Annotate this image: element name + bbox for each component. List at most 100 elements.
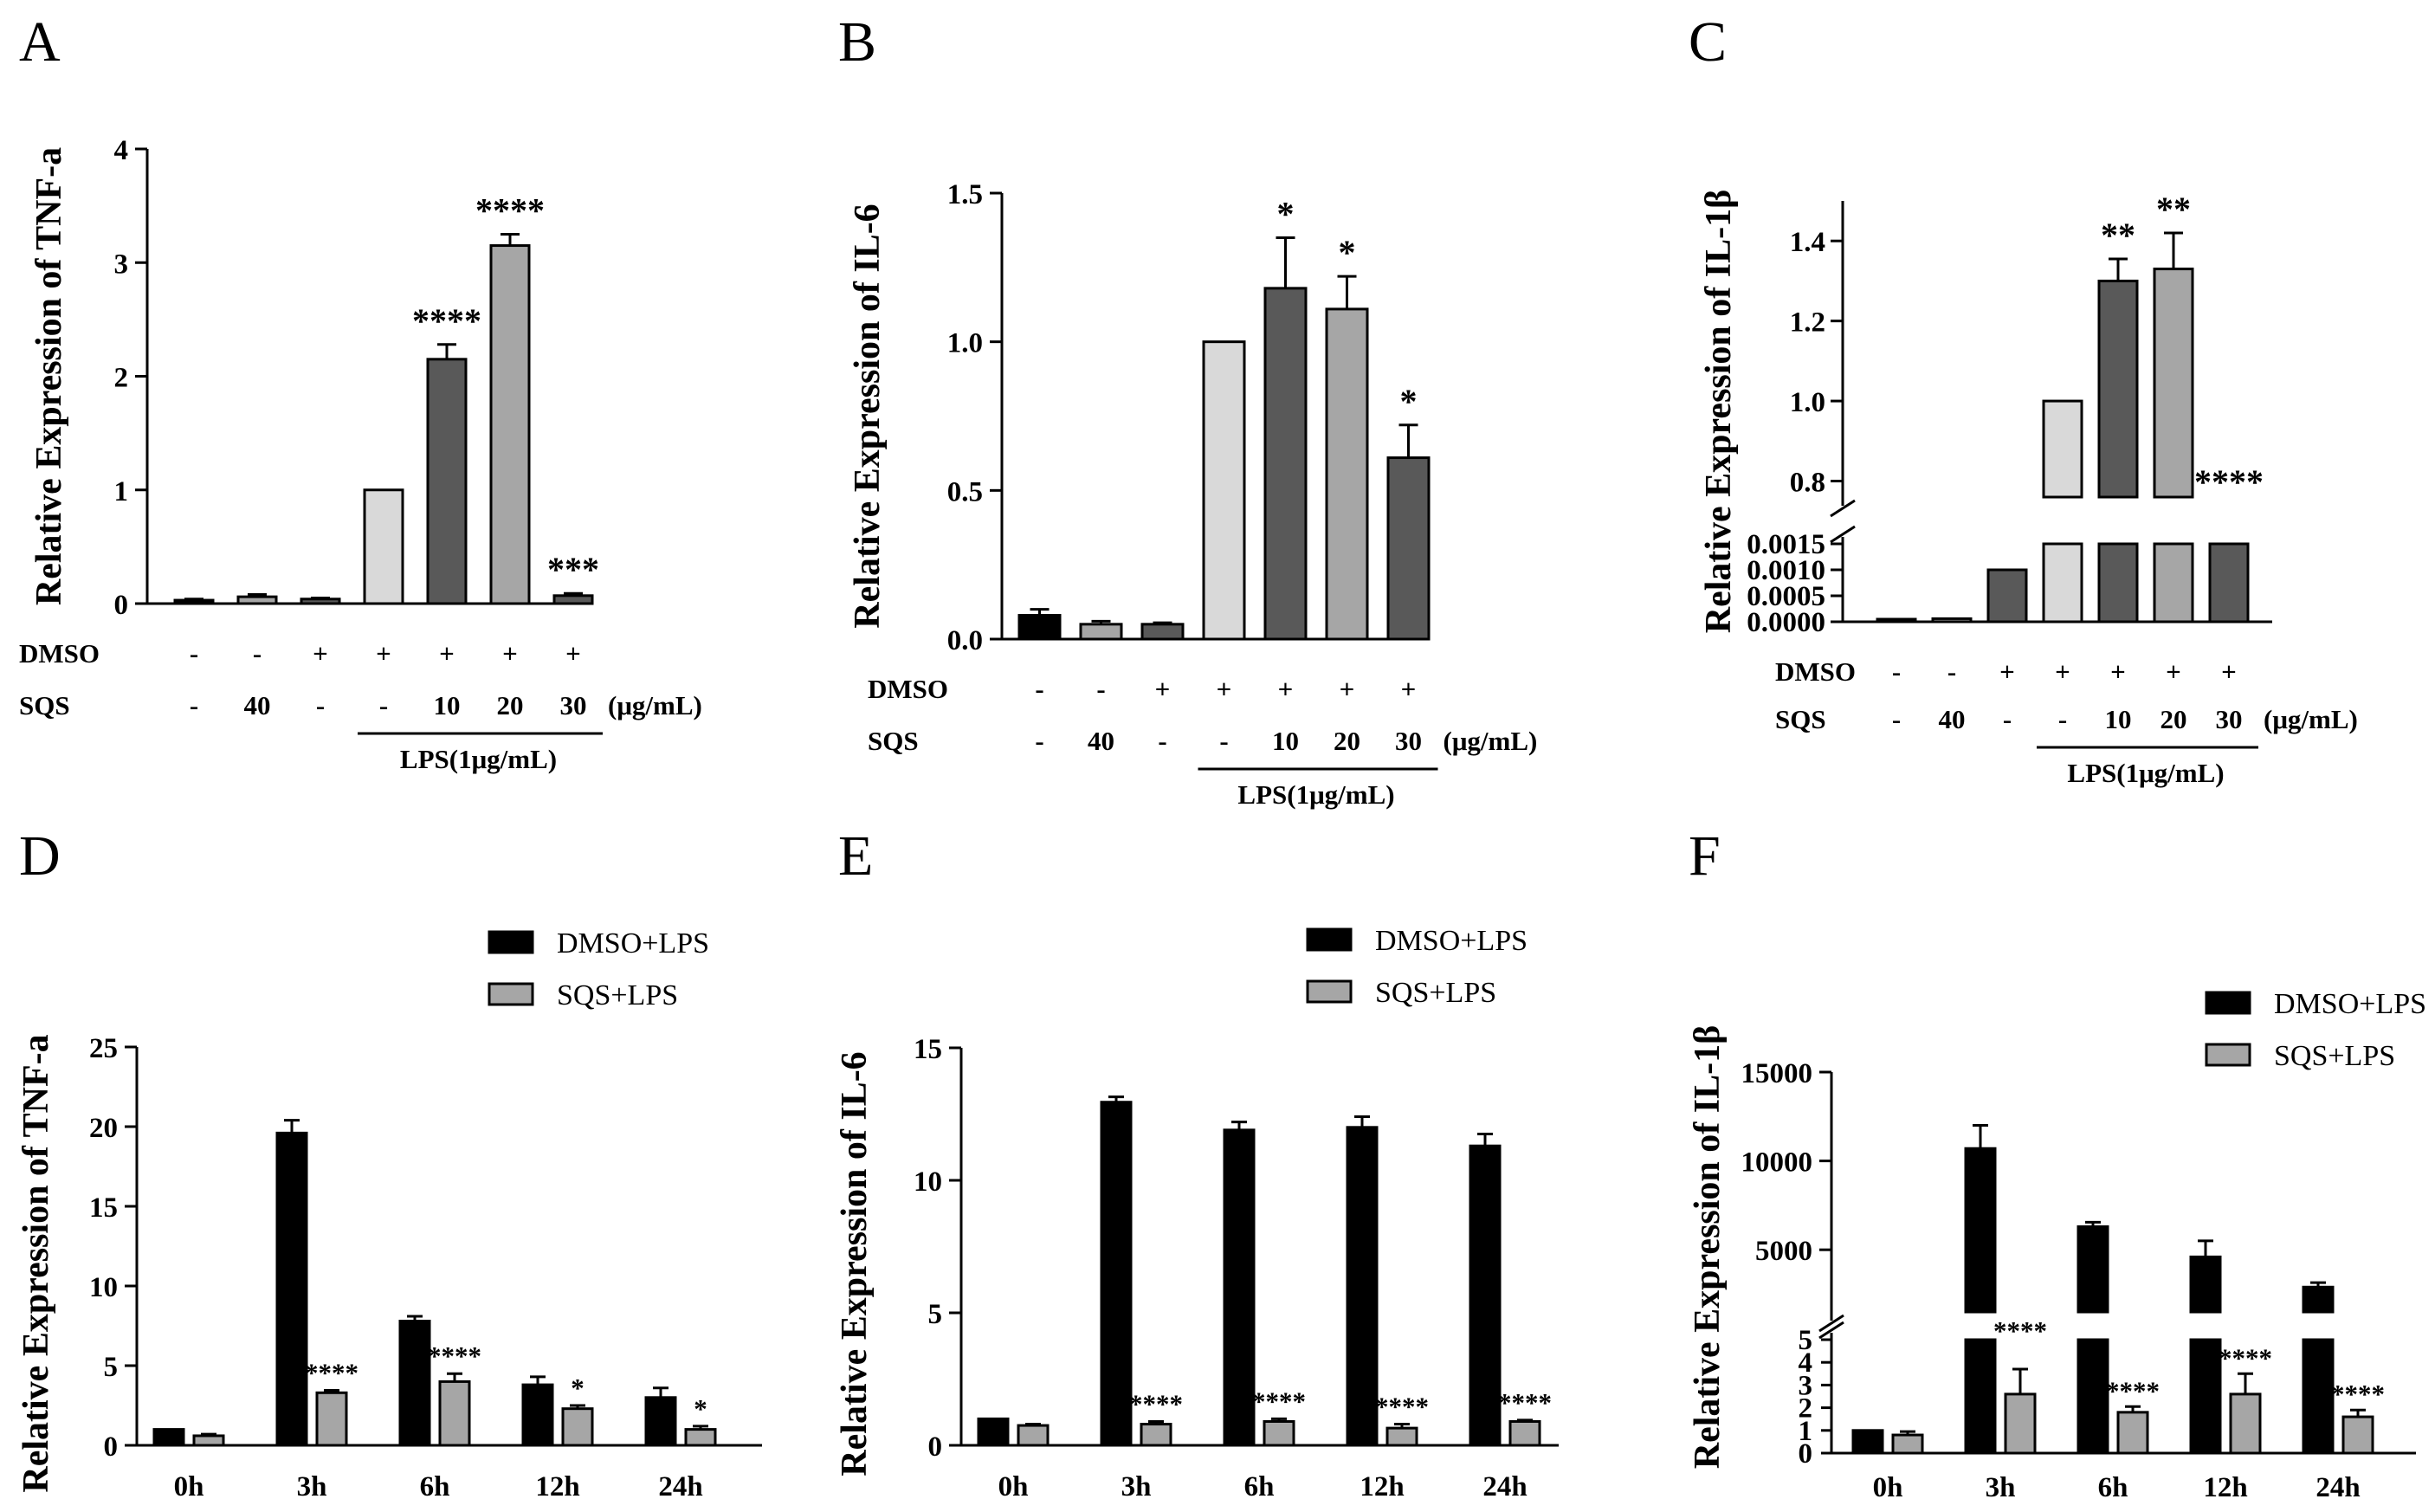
pf-y-tick-label: 10000 [1741,1147,1813,1179]
pf-significance: **** [2106,1375,2160,1405]
pb-row-value: - [1035,726,1043,756]
pb-row-value: + [1340,674,1355,704]
pd-x-tick-label: 12h [535,1471,579,1502]
pd-y-tick-label: 20 [89,1113,118,1144]
pb-bar [1386,456,1431,641]
pc-bar-upper [2097,279,2139,499]
pa-bar [426,358,468,605]
pd-y-tick-label: 25 [89,1033,118,1064]
pc-row-value: + [1999,656,2015,687]
pb-row-value: + [1278,674,1294,704]
pe-bar-dmso [1469,1144,1502,1447]
pb-row-value: + [1401,674,1417,704]
pc-bar-upper [2042,399,2083,499]
pf-significance: **** [2331,1379,2385,1409]
pb-y-tick-label: 1.0 [947,328,983,359]
pc-row-value: - [1892,704,1901,734]
pe-significance: **** [1375,1392,1429,1422]
pc-bar [1931,617,1973,624]
pc-y-tick-label: 0.0005 [1747,581,1825,612]
pc-y-tick-label: 1.4 [1790,227,1825,258]
pc-y-tick-label: 0.0000 [1747,607,1825,638]
panel-label-a: A [19,10,61,74]
pe-bar-sqs [1017,1424,1050,1447]
pf-y-tick-label: 1 [1799,1416,1813,1447]
pc-row-value: + [2221,656,2237,687]
pa-row-value: 20 [497,690,524,720]
pa-bar [173,598,215,605]
pf-legend-swatch [2205,991,2251,1015]
pf-x-tick-label: 3h [1986,1472,2016,1503]
pb-y-axis-label: Relative Expression of IL-6 [848,204,888,628]
pd-significance: **** [305,1358,358,1388]
pf-bar-dmso-lower [2189,1338,2222,1455]
pf-bar-sqs [2116,1411,2149,1455]
pe-bar-sqs [1140,1423,1172,1447]
pe-bar-dmso [977,1417,1010,1447]
pf-y-tick-label: 2 [1799,1393,1813,1425]
pc-row-value: - [2003,704,2012,734]
pc-row-value: - [1892,656,1901,687]
pe-bar-sqs [1385,1426,1418,1447]
pa-row-value: + [313,638,328,669]
pa-bar [363,488,404,605]
pa-row-value: 30 [560,690,587,720]
pf-bar-dmso-upper [1964,1147,1997,1314]
pb-y-tick-label: 0.0 [947,625,983,656]
pc-y-axis-label: Relative Expression of IL-1β [1699,190,1739,634]
pf-y-tick-label: 15000 [1741,1058,1813,1089]
pc-bar-lower [2153,542,2194,624]
pc-row-value: 20 [2160,704,2187,734]
pa-row-value: - [379,690,388,720]
pf-x-tick-label: 24h [2316,1472,2360,1503]
pc-unit-label: (μg/mL) [2264,704,2358,734]
pc-row-value: 40 [1939,704,1966,734]
pc-bar-lower [2097,542,2139,624]
pe-x-tick-label: 12h [1360,1471,1404,1502]
pc-row-value: + [2166,656,2181,687]
pd-significance: **** [428,1341,481,1371]
pf-bar-dmso-lower [2077,1338,2109,1455]
pa-row-label: DMSO [19,638,100,669]
pe-bar-dmso [1223,1128,1256,1447]
pf-bar-dmso-upper [2189,1255,2222,1314]
pb-lps-label: LPS(1μg/mL) [1237,779,1394,810]
pc-row-value: 30 [2216,704,2243,734]
pb-row-value: - [1096,674,1105,704]
pd-bar-sqs [192,1434,225,1447]
pb-row-value: 10 [1272,726,1299,756]
pe-y-tick-label: 15 [914,1034,942,1065]
panel-label-e: E [838,824,873,888]
pd-y-tick-label: 15 [89,1192,118,1224]
pf-y-tick-label: 5 [1799,1325,1813,1356]
pf-y-tick-label: 5000 [1755,1236,1812,1267]
pc-row-value: 10 [2105,704,2132,734]
pf-bar-dmso-upper [2302,1285,2335,1314]
pa-bar [236,595,278,605]
pc-row-label: SQS [1775,704,1826,734]
pb-row-value: - [1219,726,1228,756]
pa-bar [300,598,341,605]
pa-row-value: 10 [434,690,461,720]
pb-row-value: 40 [1088,726,1114,756]
pb-bar [1017,614,1062,641]
pd-significance: * [571,1373,585,1403]
pf-significance: **** [2219,1342,2272,1373]
pb-bar [1263,287,1308,641]
pa-row-value: - [190,638,198,669]
pe-significance: **** [1252,1386,1306,1416]
pc-lps-label: LPS(1μg/mL) [2067,758,2224,788]
pb-y-tick-label: 0.5 [947,476,983,507]
pf-bar-sqs [2004,1392,2037,1455]
pd-x-tick-label: 3h [297,1471,327,1502]
pf-x-tick-label: 6h [2098,1472,2128,1503]
pd-legend-swatch [488,982,534,1006]
pd-legend-swatch [488,930,534,954]
pc-y-tick-label: 1.2 [1790,307,1825,339]
pc-y-tick-label: 0.0010 [1747,555,1825,586]
pe-bar-dmso [1346,1126,1379,1447]
pb-bar [1140,623,1185,641]
pd-bar-sqs [561,1407,594,1447]
pc-significance: ** [2101,216,2135,255]
